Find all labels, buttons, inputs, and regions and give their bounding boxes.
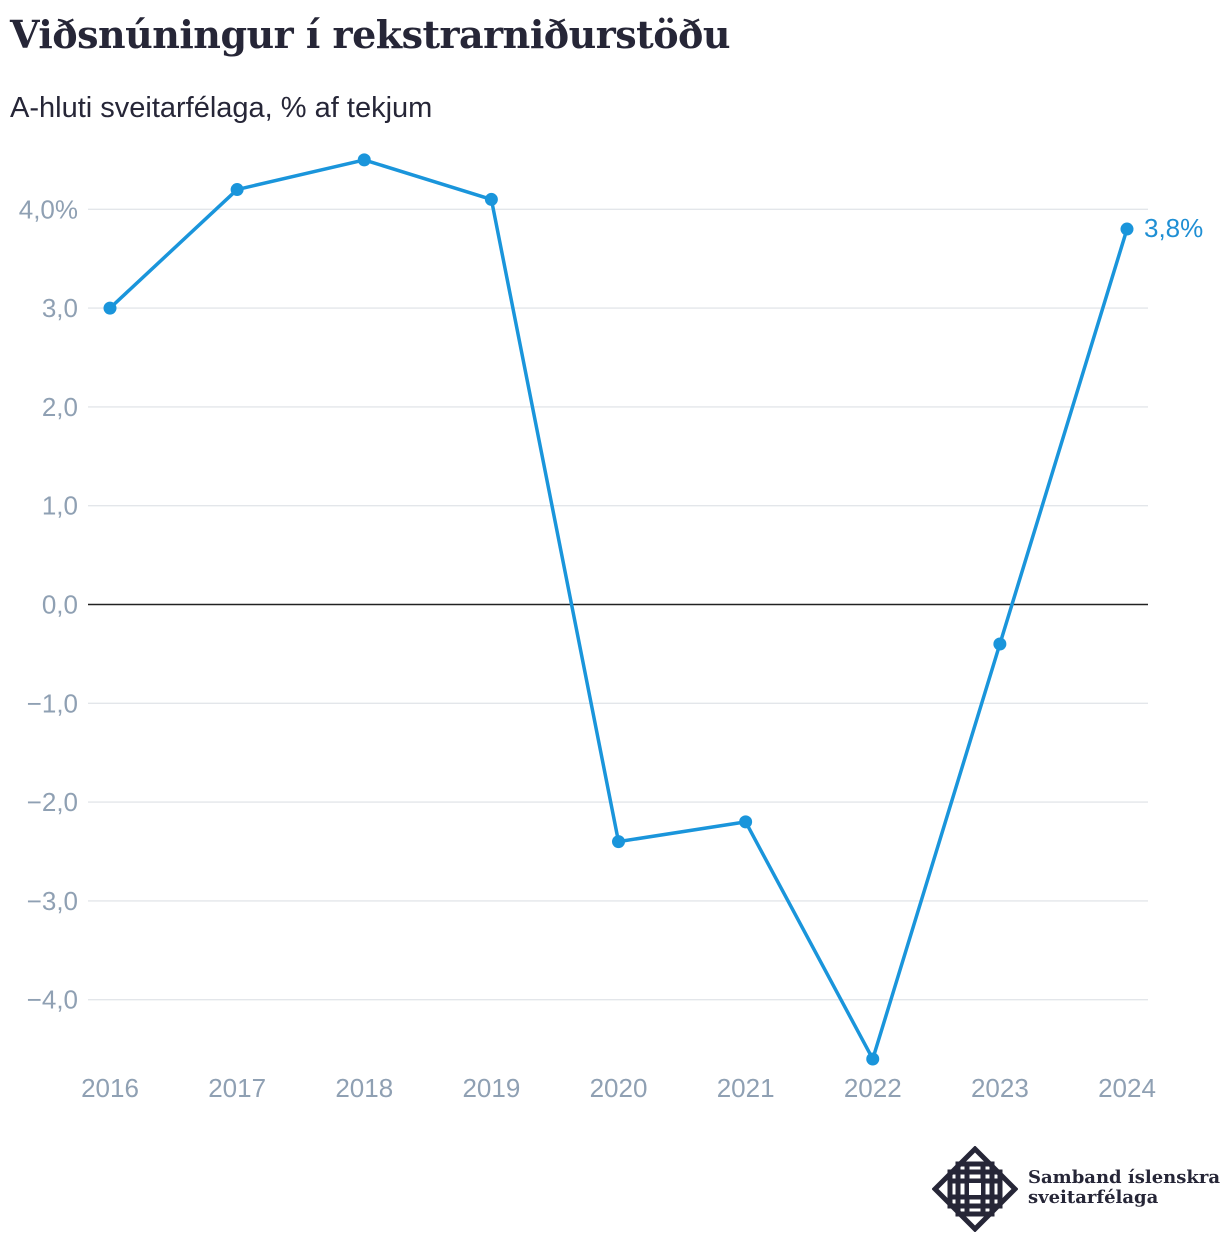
chart-subtitle: A-hluti sveitarfélaga, % af tekjum <box>10 92 433 124</box>
x-tick-label: 2020 <box>590 1073 648 1103</box>
chart-title: Viðsnúningur í rekstrarniðurstöðu <box>10 12 731 57</box>
x-tick-label: 2017 <box>208 1073 266 1103</box>
data-point <box>739 815 753 829</box>
x-tick-label: 2016 <box>81 1073 139 1103</box>
y-tick-label: 4,0% <box>19 194 78 224</box>
x-tick-label: 2023 <box>971 1073 1029 1103</box>
x-tick-label: 2022 <box>844 1073 902 1103</box>
x-tick-label: 2021 <box>717 1073 775 1103</box>
logo-text-line1: Samband íslenskra <box>1028 1167 1220 1188</box>
data-point <box>103 301 117 315</box>
y-axis-ticks: 4,0% 3,0 2,0 1,0 0,0 −1,0 −2,0 −3,0 −4,0 <box>19 194 78 1014</box>
data-point <box>230 183 244 197</box>
logo-emblem-icon <box>932 1146 1018 1232</box>
line-chart: 4,0%3,02,01,00,0−1,0−2,0−3,0−4,0 2016 201… <box>19 153 1203 1103</box>
y-tick-label: 0,0 <box>42 590 78 620</box>
y-tick-label: −2,0 <box>27 787 78 817</box>
data-point <box>1120 222 1134 236</box>
y-tick-label: −1,0 <box>27 688 78 718</box>
x-tick-label: 2019 <box>462 1073 520 1103</box>
logo-text: Samband íslenskra sveitarfélaga <box>1028 1168 1220 1208</box>
y-tick-label: 3,0 <box>42 293 78 323</box>
data-point <box>484 192 498 206</box>
data-labels: 3,8% <box>1144 213 1203 243</box>
data-point <box>866 1052 880 1066</box>
gridlines <box>88 208 1148 1001</box>
data-points <box>103 153 1134 1066</box>
series <box>108 158 1129 1061</box>
logo-text-line2: sveitarfélaga <box>1028 1187 1159 1208</box>
organization-logo: Samband íslenskra sveitarfélaga <box>932 1146 1220 1232</box>
data-point <box>612 835 625 849</box>
series-line <box>108 158 1129 1061</box>
data-point <box>993 637 1007 651</box>
data-point <box>357 153 371 167</box>
y-tick-label: 2,0 <box>42 392 78 422</box>
y-tick-label: −4,0 <box>27 985 78 1015</box>
x-tick-label: 2024 <box>1098 1073 1156 1103</box>
x-tick-label: 2018 <box>335 1073 393 1103</box>
end-value-label: 3,8% <box>1144 213 1203 243</box>
x-axis-ticks: 2016 2017 2018 2019 2020 2021 2022 2023 2024 <box>81 1073 1156 1103</box>
y-tick-label: 1,0 <box>42 491 78 521</box>
y-tick-label: −3,0 <box>27 886 78 916</box>
